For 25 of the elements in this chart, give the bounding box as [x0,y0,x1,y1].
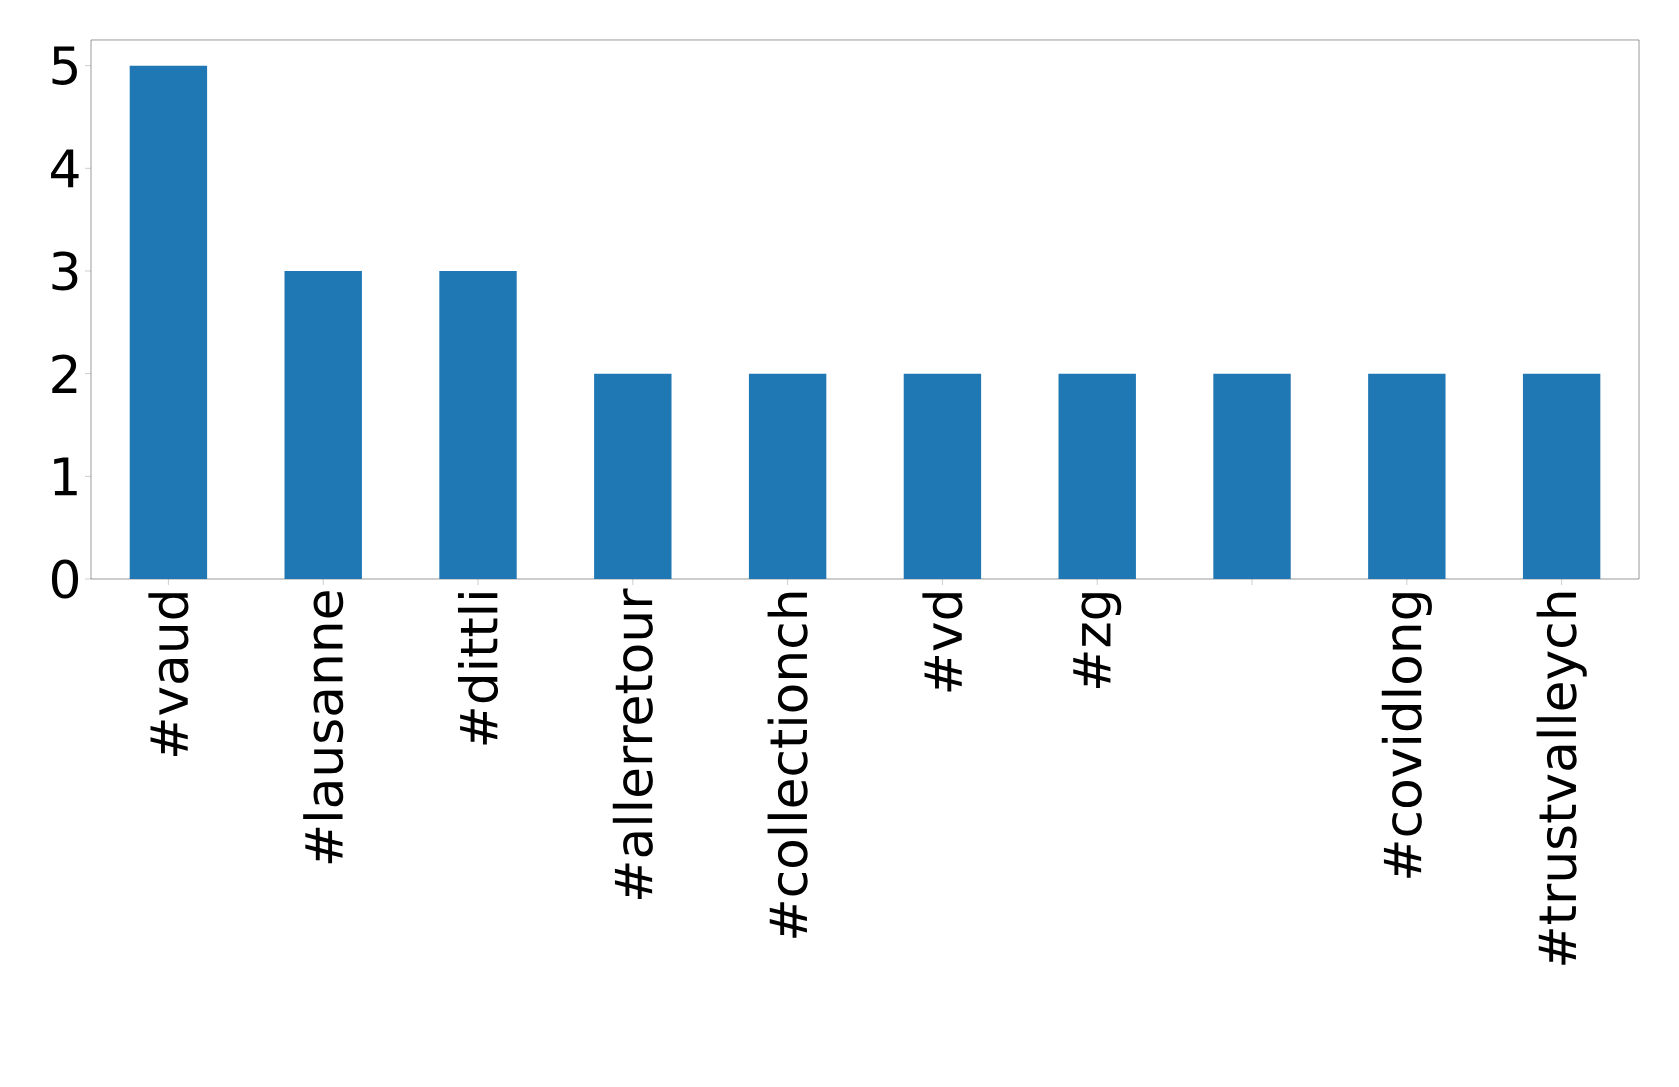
y-tick-label: 0 [51,559,79,599]
bar [1058,373,1136,579]
x-tick-label: #dittli [457,593,499,745]
y-tick-label: 5 [52,46,77,85]
bar [903,373,982,579]
bar [1213,373,1291,579]
bar [439,270,517,579]
bar [594,373,672,579]
y-tick-label: 3 [52,251,78,291]
y-tick-label: 2 [52,354,77,393]
bar [284,270,362,579]
bar [129,65,208,579]
y-tick-label: 4 [51,149,79,188]
x-tick-label: #trustvalleych [1536,592,1587,965]
x-tick-label: #allerretour [612,588,653,899]
bar [748,373,827,579]
x-tick-label: #zg [1073,593,1122,688]
x-tick-label: #vaud [148,593,189,757]
bar [1522,373,1601,579]
y-tick-label: 1 [54,457,77,496]
x-tick-label: #vd [922,593,963,692]
bar [1368,373,1446,579]
x-tick-label: #covidlong [1381,593,1432,878]
x-tick-label: #lausanne [303,591,344,864]
x-tick-label: #collectionch [767,592,808,938]
